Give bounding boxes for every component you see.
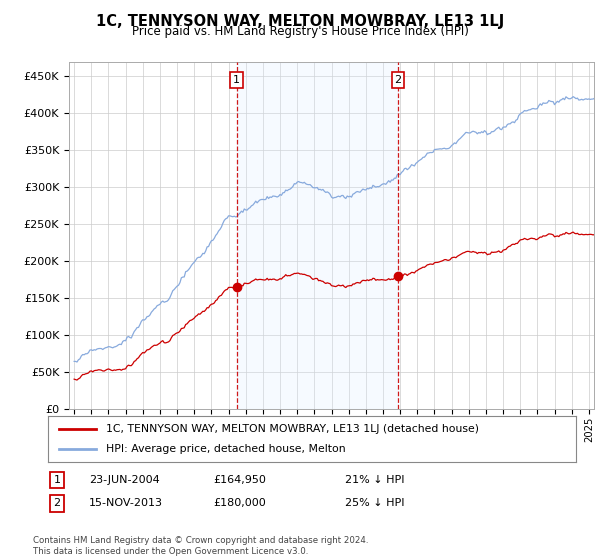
Text: £164,950: £164,950: [213, 475, 266, 485]
Text: £180,000: £180,000: [213, 498, 266, 508]
Text: 1: 1: [53, 475, 61, 485]
Text: 15-NOV-2013: 15-NOV-2013: [89, 498, 163, 508]
Text: 1: 1: [233, 75, 240, 85]
Text: 25% ↓ HPI: 25% ↓ HPI: [345, 498, 404, 508]
Text: HPI: Average price, detached house, Melton: HPI: Average price, detached house, Melt…: [106, 444, 346, 454]
Text: 2: 2: [394, 75, 401, 85]
Text: 23-JUN-2004: 23-JUN-2004: [89, 475, 160, 485]
Text: 21% ↓ HPI: 21% ↓ HPI: [345, 475, 404, 485]
Text: Price paid vs. HM Land Registry's House Price Index (HPI): Price paid vs. HM Land Registry's House …: [131, 25, 469, 38]
Text: 1C, TENNYSON WAY, MELTON MOWBRAY, LE13 1LJ (detached house): 1C, TENNYSON WAY, MELTON MOWBRAY, LE13 1…: [106, 424, 479, 434]
Bar: [236, 62, 398, 409]
Text: 2: 2: [53, 498, 61, 508]
Text: Contains HM Land Registry data © Crown copyright and database right 2024.
This d: Contains HM Land Registry data © Crown c…: [33, 536, 368, 556]
Text: 1C, TENNYSON WAY, MELTON MOWBRAY, LE13 1LJ: 1C, TENNYSON WAY, MELTON MOWBRAY, LE13 1…: [96, 14, 504, 29]
